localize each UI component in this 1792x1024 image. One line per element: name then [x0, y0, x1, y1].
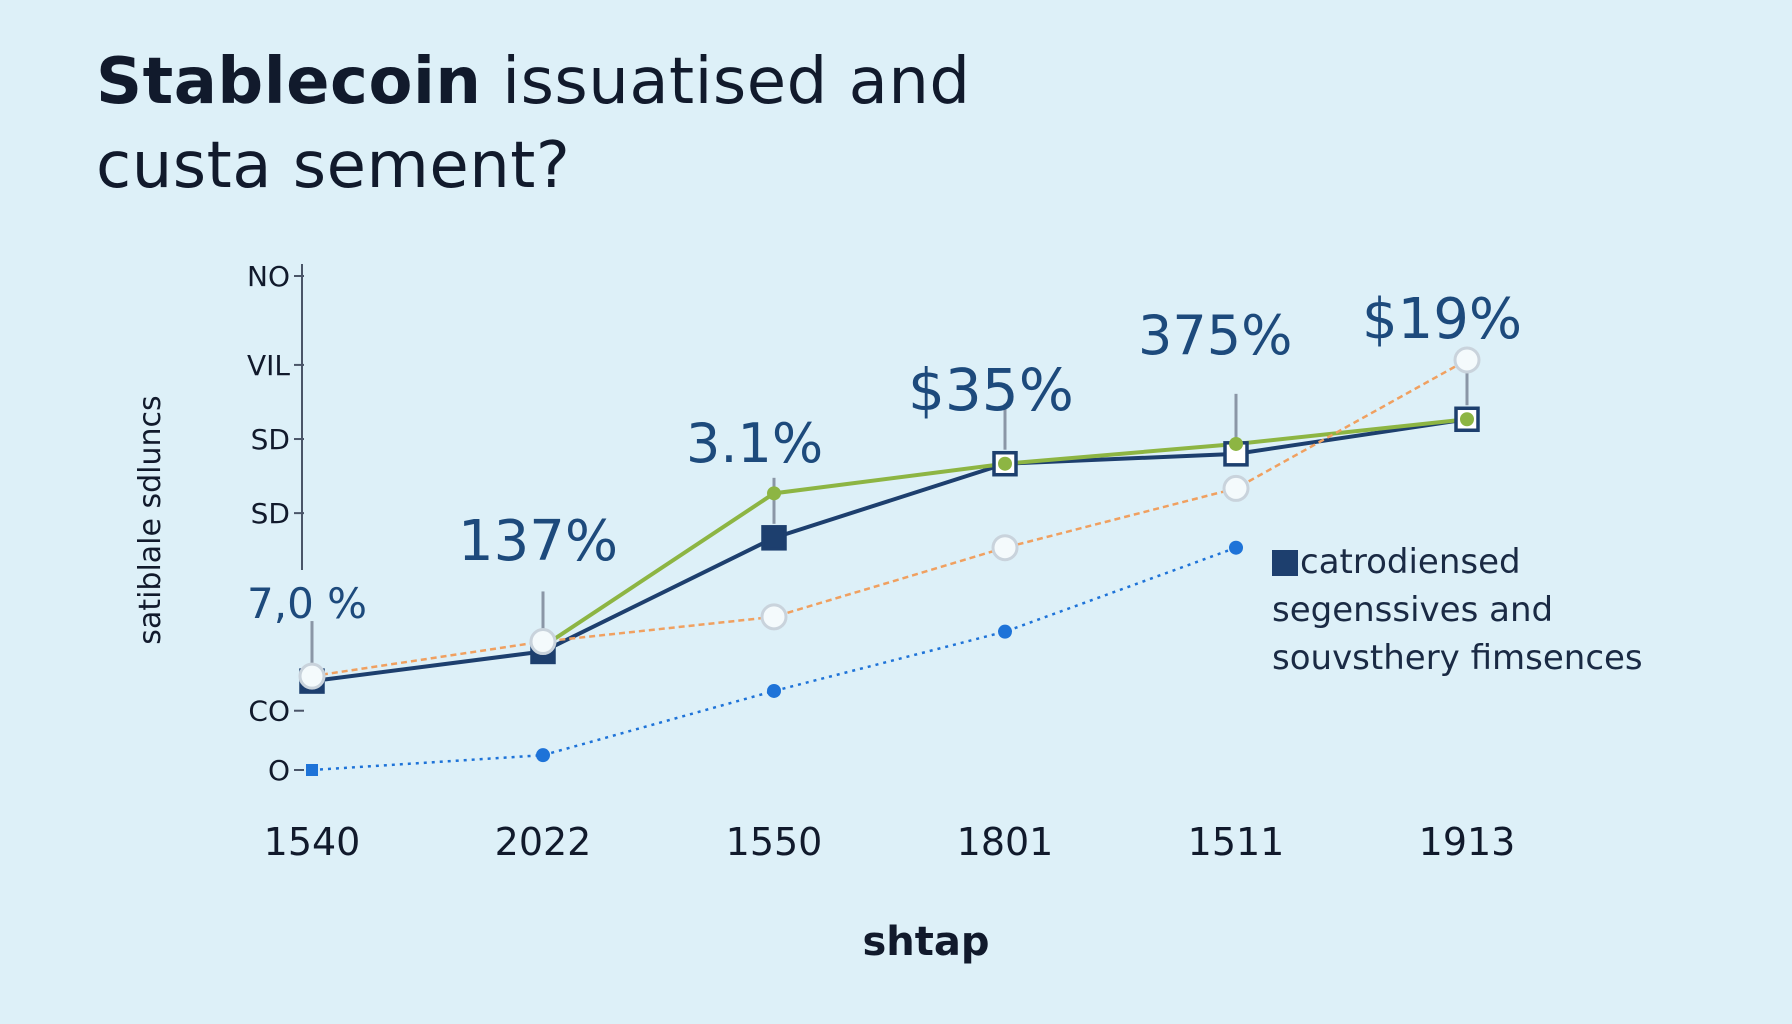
chart-title: Stablecoin issuatised and custa sement? — [96, 40, 1096, 208]
data-point-circle — [998, 456, 1012, 471]
data-label: 137% — [458, 509, 618, 574]
x-tick-label: 1913 — [1419, 820, 1516, 864]
x-tick-label: 1540 — [264, 820, 361, 864]
x-tick-label: 1550 — [726, 820, 823, 864]
series-line — [311, 358, 1468, 678]
data-label: $35% — [908, 356, 1074, 424]
legend-swatch — [1272, 550, 1298, 576]
data-point-ring — [529, 628, 557, 656]
y-axis-title: satiblale sdluncs — [133, 395, 168, 644]
data-point-dot — [767, 683, 781, 698]
data-label: 3.1% — [686, 412, 823, 475]
legend: catrodiensed segenssives and souvsthery … — [1272, 538, 1732, 682]
data-label: 7,0 % — [247, 579, 367, 628]
data-point-square — [761, 525, 787, 551]
y-tick-label: O — [268, 754, 290, 787]
x-tick-label: 1511 — [1188, 820, 1285, 864]
legend-entry: catrodiensed — [1272, 538, 1732, 586]
data-label: 375% — [1138, 304, 1292, 367]
data-point-circle — [1229, 436, 1243, 451]
data-point-circle — [767, 486, 781, 501]
data-point-dot — [306, 764, 318, 776]
y-tick-label: NO — [247, 260, 290, 293]
data-point-dot — [536, 748, 550, 763]
y-tick-label: SD — [251, 497, 290, 530]
title-bold-word: Stablecoin — [96, 45, 482, 119]
legend-label-line: souvsthery fimsences — [1272, 638, 1643, 678]
series-line — [311, 546, 1237, 772]
series-line — [311, 417, 1468, 684]
data-point-ring — [760, 603, 788, 631]
data-label: $19% — [1362, 287, 1522, 352]
data-point-dot — [1229, 540, 1243, 555]
data-point-ring — [298, 662, 326, 690]
y-tick-label: VIL — [247, 349, 290, 382]
title-line-2: custa sement? — [96, 129, 571, 203]
y-tick-label: CO — [248, 695, 290, 728]
data-point-circle — [1460, 412, 1474, 427]
x-axis-title: shtap — [862, 919, 989, 965]
x-tick-label: 1801 — [957, 820, 1054, 864]
data-point-ring — [1453, 346, 1481, 374]
data-point-ring — [1222, 474, 1250, 502]
legend-label: catrodiensed — [1300, 542, 1521, 582]
title-line-1: Stablecoin issuatised and — [96, 40, 1096, 124]
data-point-ring — [991, 534, 1019, 562]
title-rest: issuatised and — [481, 45, 971, 119]
data-point-dot — [998, 624, 1012, 639]
legend-label-line: segenssives and — [1272, 590, 1554, 630]
x-tick-label: 2022 — [495, 820, 592, 864]
y-tick-label: SD — [251, 423, 290, 456]
